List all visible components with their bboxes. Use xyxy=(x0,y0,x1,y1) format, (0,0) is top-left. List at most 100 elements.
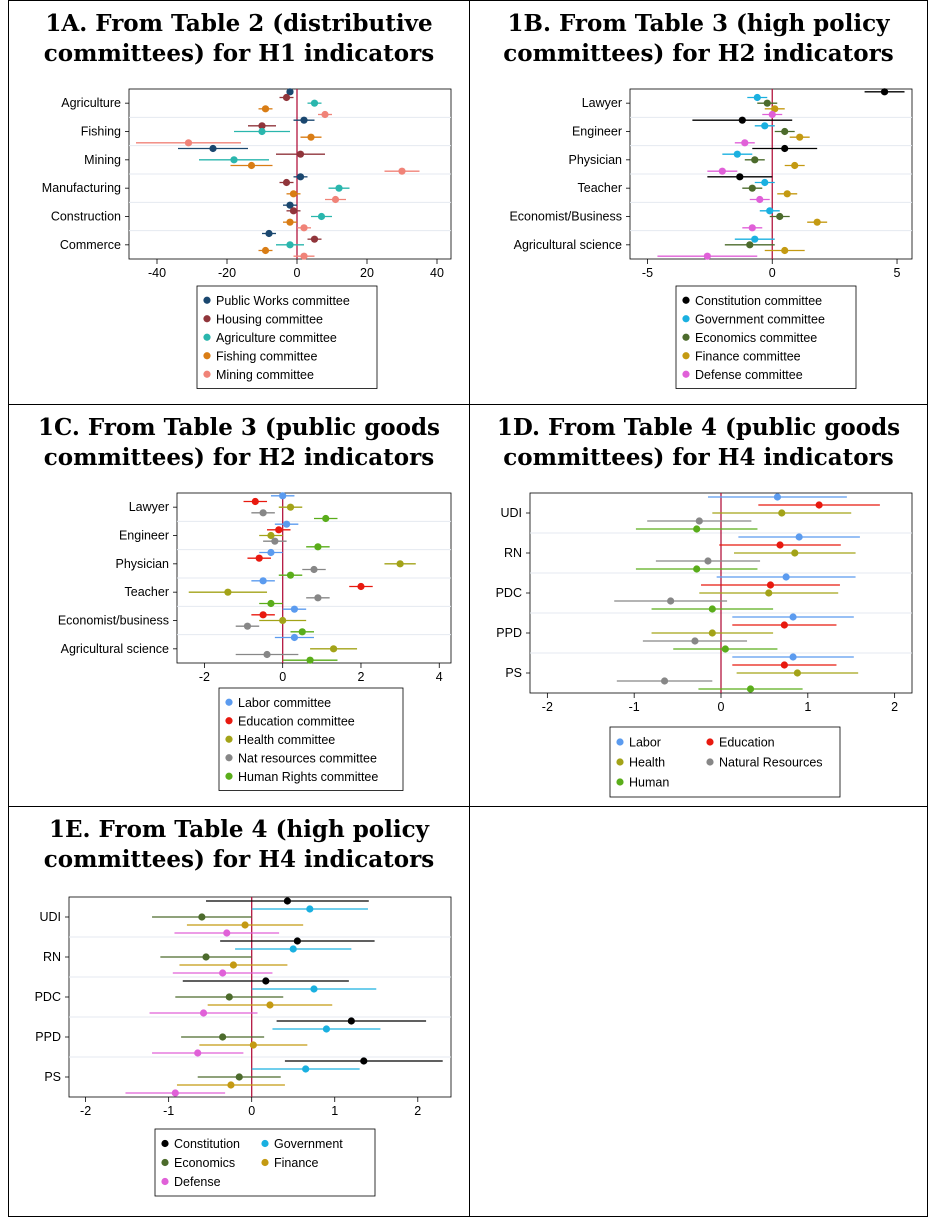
estimate-point xyxy=(322,514,330,523)
legend-label: Finance xyxy=(274,1156,319,1170)
legend-marker xyxy=(225,772,233,780)
estimate-point xyxy=(753,93,761,102)
estimate-point xyxy=(880,88,889,96)
estimate-point xyxy=(283,897,292,905)
estimate-point xyxy=(286,201,294,209)
estimate-point xyxy=(708,605,716,613)
category-label: Economist/Business xyxy=(509,210,622,224)
estimate-point xyxy=(781,127,789,136)
legend-marker xyxy=(706,758,714,766)
estimate-point xyxy=(258,127,266,136)
x-tick-label: -5 xyxy=(642,266,653,280)
legend-label: Public Works committee xyxy=(216,294,350,308)
estimate-point xyxy=(789,613,797,621)
x-tick-label: 0 xyxy=(279,670,286,684)
estimate-point xyxy=(741,139,749,147)
panel-title-line1: 1B. From Table 3 (high policy xyxy=(507,10,890,37)
estimate-point xyxy=(765,589,773,597)
category-label: PDC xyxy=(35,990,61,1004)
category-label: Agricultural science xyxy=(61,642,169,656)
estimate-point xyxy=(209,144,217,153)
estimate-point xyxy=(310,985,318,993)
estimate-point xyxy=(310,235,319,243)
category-label: RN xyxy=(504,546,522,560)
category-label: PS xyxy=(505,666,522,680)
x-tick-label: 2 xyxy=(414,1104,421,1118)
estimate-point xyxy=(255,554,263,562)
legend-marker xyxy=(682,333,690,341)
legend-label: Fishing committee xyxy=(216,349,317,363)
chart-1e: UDI RN PDC PPD PS -2 -1 0 1 2 Constitution Governme… xyxy=(35,896,452,1197)
estimate-point xyxy=(776,541,784,549)
estimate-point xyxy=(289,207,298,215)
estimate-point xyxy=(761,178,769,187)
panel-title: 1D. From Table 4 (public goods committee… xyxy=(470,413,927,473)
legend-label: Agriculture committee xyxy=(216,331,337,345)
estimate-point xyxy=(329,645,338,653)
x-tick-label: -20 xyxy=(218,266,236,280)
estimate-point xyxy=(310,99,319,107)
legend-label: Health xyxy=(629,756,665,770)
estimate-point xyxy=(266,1001,274,1009)
estimate-point xyxy=(776,212,784,221)
category-label: Agriculture xyxy=(61,96,121,110)
estimate-point xyxy=(347,1017,355,1025)
estimate-point xyxy=(300,252,308,260)
estimate-point xyxy=(227,1081,235,1089)
estimate-point xyxy=(194,1049,202,1057)
estimate-point xyxy=(243,622,252,630)
x-tick-label: 20 xyxy=(360,266,374,280)
panel-title: 1A. From Table 2 (distributive committee… xyxy=(9,9,469,69)
legend-label: Economics xyxy=(174,1156,235,1170)
estimate-point xyxy=(766,207,774,215)
estimate-point xyxy=(791,161,799,170)
legend-label: Defense committee xyxy=(695,368,803,382)
legend-marker xyxy=(706,738,714,746)
estimate-point xyxy=(795,533,803,541)
estimate-point xyxy=(300,116,308,124)
legend-marker xyxy=(682,296,690,304)
x-tick-label: -2 xyxy=(199,670,210,684)
x-tick-label: 0 xyxy=(294,266,301,280)
legend-marker xyxy=(225,717,233,725)
panel-title-line1: 1E. From Table 4 (high policy xyxy=(49,816,429,843)
category-label: Teacher xyxy=(125,585,169,599)
chart-1c: Lawyer Engineer Physician Teacher Economist/… xyxy=(58,492,452,791)
estimate-point xyxy=(296,173,305,181)
x-tick-label: 0 xyxy=(769,266,776,280)
estimate-point xyxy=(283,520,291,528)
estimate-point xyxy=(695,517,703,525)
panel-title-line2: committees) for H4 indicators xyxy=(43,846,435,873)
legend-marker xyxy=(161,1158,169,1167)
panel-title-line1: 1C. From Table 3 (public goods xyxy=(38,414,440,441)
estimate-point xyxy=(307,133,315,141)
legend-label: Constitution committee xyxy=(695,294,822,308)
estimate-point xyxy=(224,588,232,596)
x-tick-label: 1 xyxy=(804,700,811,714)
estimate-point xyxy=(229,961,238,969)
estimate-point xyxy=(202,953,210,961)
estimate-point xyxy=(746,241,754,249)
estimate-point xyxy=(286,218,294,226)
estimate-point xyxy=(360,1057,368,1065)
estimate-point xyxy=(317,212,326,221)
estimate-point xyxy=(306,905,314,913)
estimate-point xyxy=(267,599,275,608)
panel-1a: 1A. From Table 2 (distributive committee… xyxy=(8,0,470,405)
legend-label: Human xyxy=(629,776,669,790)
estimate-point xyxy=(286,241,294,249)
legend-box xyxy=(218,687,404,791)
panel-empty xyxy=(469,806,928,1217)
panel-1d: 1D. From Table 4 (public goods committee… xyxy=(469,404,928,807)
x-tick-label: -2 xyxy=(80,1104,91,1118)
estimate-point xyxy=(298,628,306,636)
category-label: Commerce xyxy=(60,238,121,252)
estimate-point xyxy=(306,656,314,664)
estimate-point xyxy=(279,492,287,500)
category-label: Lawyer xyxy=(582,96,622,110)
estimate-point xyxy=(335,184,343,192)
legend-marker xyxy=(161,1177,169,1186)
estimate-point xyxy=(321,110,329,119)
estimate-point xyxy=(708,629,716,637)
